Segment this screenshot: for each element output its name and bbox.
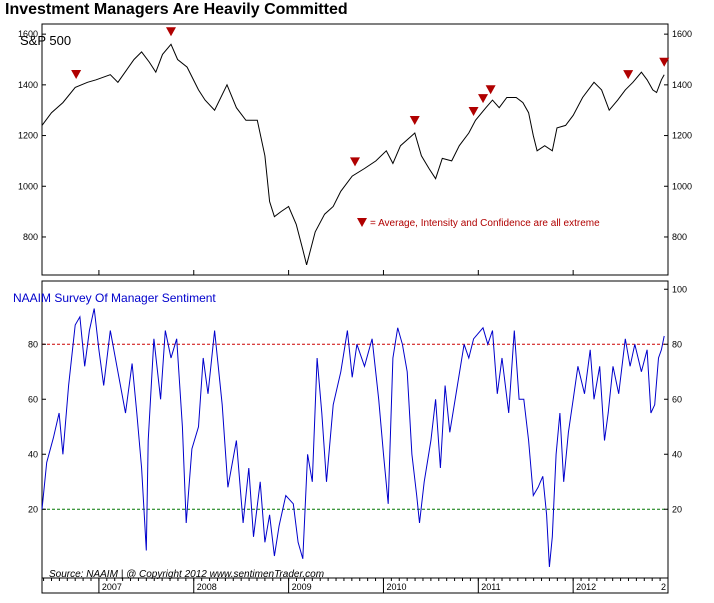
- naaim-sentiment-line: [41, 308, 665, 568]
- year-tick-label: 2: [661, 582, 666, 592]
- extreme-marker: [623, 70, 634, 80]
- year-tick-label: 2011: [481, 582, 500, 592]
- naaim-right-tick-label: 40: [672, 449, 682, 459]
- extreme-marker: [468, 106, 479, 116]
- naaim-left-tick-label: 80: [28, 339, 38, 349]
- naaim-left-tick-label: 20: [28, 504, 38, 514]
- series-lines: [41, 43, 665, 568]
- naaim-right-tick-label: 60: [672, 394, 682, 404]
- year-tick-label: 2007: [102, 582, 122, 592]
- naaim-panel-frame: [41, 280, 669, 579]
- y-axes: 800 800 1000 1000 1200 1200 1400 1400 1600 1600 20…: [18, 29, 692, 514]
- extreme-marker: [71, 69, 82, 79]
- sp500-left-tick-label: 1400: [18, 80, 38, 90]
- sp500-left-tick-label: 1600: [18, 29, 38, 39]
- source-credit: Source: NAAIM | @ Copyright 2012 www.sen…: [49, 569, 324, 580]
- naaim-left-tick-label: 60: [28, 394, 38, 404]
- extreme-marker: [350, 157, 360, 167]
- year-tick-label: 2012: [576, 582, 596, 592]
- sp500-left-tick-label: 800: [23, 232, 38, 242]
- sp500-panel-frame: [41, 23, 669, 276]
- naaim-panel-label: NAAIM Survey Of Manager Sentiment: [13, 291, 216, 305]
- sp500-right-tick-label: 1600: [672, 29, 692, 39]
- x-axis: 2007 2008 2009 2010 2011 2012 2: [43, 270, 666, 593]
- naaim-right-tick-label: 100: [672, 284, 687, 294]
- sp500-right-tick-label: 1400: [672, 80, 692, 90]
- year-tick-label: 2008: [197, 582, 217, 592]
- sp500-price-line: [41, 43, 665, 266]
- chart-gridlines: [42, 343, 668, 510]
- naaim-right-tick-label: 20: [672, 504, 682, 514]
- year-tick-label: 2010: [386, 582, 406, 592]
- chart-title: Investment Managers Are Heavily Committe…: [5, 1, 348, 18]
- extreme-marker: [659, 57, 670, 67]
- sp500-right-tick-label: 1000: [672, 181, 692, 191]
- chart-frame: [41, 23, 669, 594]
- legend-text: = Average, Intensity and Confidence are …: [370, 218, 600, 229]
- naaim-left-tick-label: 40: [28, 449, 38, 459]
- extreme-marker: [165, 27, 176, 37]
- sp500-left-tick-label: 1200: [18, 131, 38, 141]
- extreme-marker: [478, 94, 489, 104]
- legend-marker-icon: [357, 218, 367, 227]
- year-tick-label: 2009: [292, 582, 312, 592]
- sp500-right-tick-label: 1200: [672, 131, 692, 141]
- extreme-markers: [71, 27, 670, 167]
- sp500-right-tick-label: 800: [672, 232, 687, 242]
- sp500-left-tick-label: 1000: [18, 181, 38, 191]
- extreme-marker: [485, 85, 496, 95]
- extreme-marker: [409, 116, 420, 126]
- naaim-right-tick-label: 80: [672, 339, 682, 349]
- sp500-panel-label: S&P 500: [20, 33, 71, 48]
- date-axis-strip: [41, 577, 669, 594]
